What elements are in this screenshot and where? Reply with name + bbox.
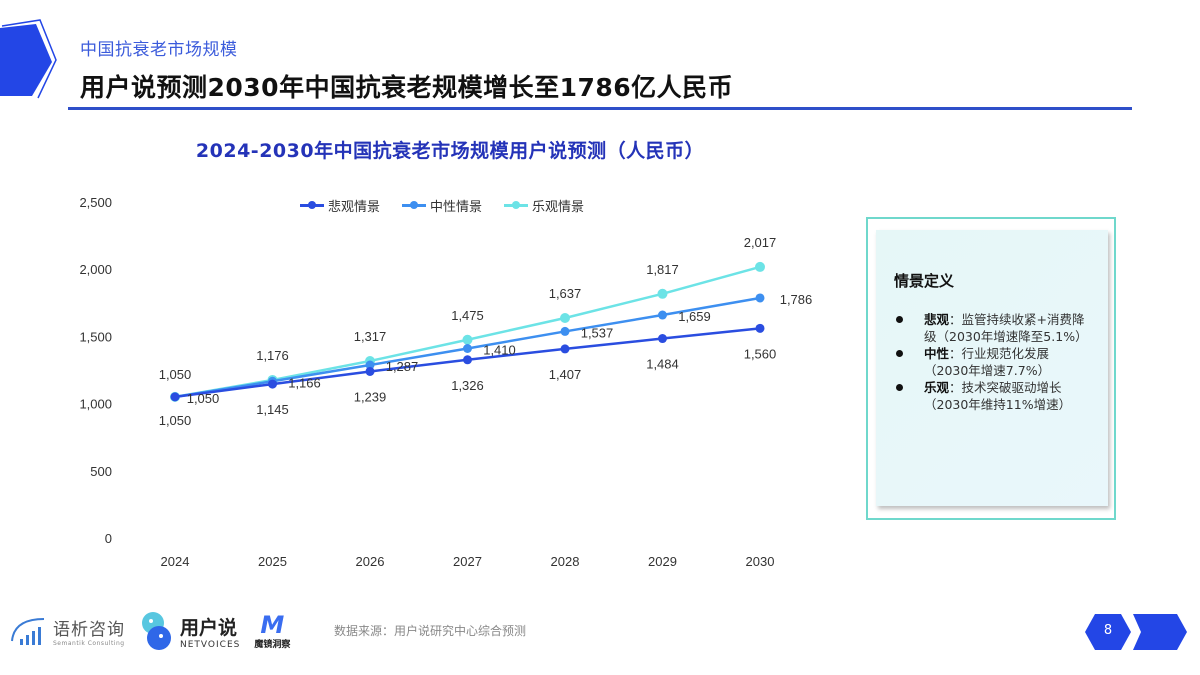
scenario-term: 乐观 [924,380,950,395]
data-point[interactable] [755,323,765,333]
data-label: 1,317 [354,329,387,344]
data-label: 1,239 [354,389,387,404]
data-label: 1,537 [581,325,614,340]
data-label: 1,176 [256,348,289,363]
legend-swatch-icon [402,201,427,209]
data-label: 1,326 [451,378,484,393]
data-point[interactable] [462,334,473,345]
line-chart: 0 500 1,000 1,500 2,000 2,500 2024 2025 2026 2027… [79,195,813,569]
data-label: 1,475 [451,308,484,323]
scenario-term: 中性 [924,346,950,361]
y-tick-label: 500 [90,464,112,479]
data-point[interactable] [170,392,180,402]
y-tick-label: 2,000 [79,262,112,277]
data-label: 1,817 [646,262,679,277]
logo-semantik: 语析咨询 Semantik Consulting [8,613,125,649]
next-arrow-icon [1133,614,1187,650]
x-tick-label: 2030 [746,554,775,569]
corner-hexagon-decoration [0,19,57,99]
panel-title: 情景定义 [894,272,955,290]
data-point[interactable] [560,312,570,323]
scenario-list: 悲观：监管持续收紧+消费降级（2030年增速降至5.1%） 中性：行业规范化发展… [894,311,1092,413]
legend-item-optimistic[interactable]: 乐观情景 [504,196,584,215]
x-tick-label: 2027 [453,554,482,569]
scenario-desc: 监管持续收紧+消费降级（2030年增速降至5.1%） [924,312,1088,344]
footer-logos: 语析咨询 Semantik Consulting 用户说 NETVOICES M… [8,610,290,652]
page-number: 8 [1103,623,1113,638]
data-label: 1,786 [780,292,813,307]
data-label: 1,560 [744,346,777,361]
data-label: 1,659 [678,309,711,324]
data-label: 1,410 [483,342,516,357]
y-tick-label: 1,500 [79,329,112,344]
data-source-note: 数据来源：用户说研究中心综合预测 [334,624,527,638]
x-tick-label: 2029 [648,554,677,569]
legend-label: 悲观情景 [328,200,381,215]
legend-label: 乐观情景 [532,200,585,215]
title-divider [68,107,1132,110]
data-label: 1,407 [549,367,582,382]
data-point[interactable] [658,310,667,320]
x-tick-label: 2024 [161,554,190,569]
data-label: 1,484 [646,357,679,372]
y-tick-label: 2,500 [79,195,112,210]
scenario-item-neutral: 中性：行业规范化发展（2030年增速7.7%） [894,345,1092,379]
logo-mirror-insight: M 魔镜洞察 [254,610,291,650]
data-point[interactable] [658,334,667,344]
data-point[interactable] [268,379,277,389]
data-point[interactable] [365,360,375,370]
legend-label: 中性情景 [430,200,483,215]
x-tick-label: 2028 [551,554,580,569]
y-tick-label: 1,000 [79,397,112,412]
scenario-definition-panel: 情景定义 悲观：监管持续收紧+消费降级（2030年增速降至5.1%） 中性：行业… [876,230,1108,506]
section-label: 中国抗衰老市场规模 [80,40,238,60]
data-point[interactable] [560,326,570,336]
legend-swatch-icon [300,201,324,209]
data-point[interactable] [755,293,765,303]
chart-legend: 悲观情景 中性情景 乐观情景 [300,196,584,215]
x-tick-label: 2026 [356,554,385,569]
data-point[interactable] [365,366,375,376]
data-point[interactable] [560,344,570,354]
data-point[interactable] [755,261,765,272]
data-label: 1,145 [256,402,289,417]
logo-netvoices: 用户说 NETVOICES [139,610,240,652]
page-title: 用户说预测2030年中国抗衰老规模增长至1786亿人民币 [80,73,734,102]
page-nav-decoration [1085,614,1187,650]
data-label: 1,050 [159,413,192,428]
data-label: 1,166 [288,375,321,390]
speech-bubble-logo-icon [142,612,171,650]
scenario-desc: 行业规范化发展（2030年增速7.7%） [924,346,1051,378]
data-label: 2,017 [744,235,777,250]
y-tick-label: 0 [105,531,112,546]
chart-title: 2024-2030年中国抗衰老市场规模用户说预测（人民币） [195,140,705,162]
data-point[interactable] [463,355,472,365]
data-label: 1,637 [549,286,582,301]
legend-swatch-icon [504,201,529,209]
data-point[interactable] [657,288,668,299]
data-label: 1,050 [159,367,192,382]
scenario-item-pessimistic: 悲观：监管持续收紧+消费降级（2030年增速降至5.1%） [894,311,1092,345]
data-point[interactable] [463,343,472,353]
legend-item-neutral[interactable]: 中性情景 [402,196,482,215]
x-tick-label: 2025 [258,554,287,569]
data-label: 1,050 [187,391,220,406]
m-logo-icon: M [260,610,285,639]
legend-item-pessimistic[interactable]: 悲观情景 [300,196,380,215]
bar-chart-logo-icon [11,618,45,645]
scenario-item-optimistic: 乐观：技术突破驱动增长（2030年维持11%增速） [894,379,1092,413]
scenario-term: 悲观 [924,312,950,327]
data-label: 1,287 [386,359,419,374]
scenario-desc: 技术突破驱动增长（2030年维持11%增速） [924,380,1072,412]
